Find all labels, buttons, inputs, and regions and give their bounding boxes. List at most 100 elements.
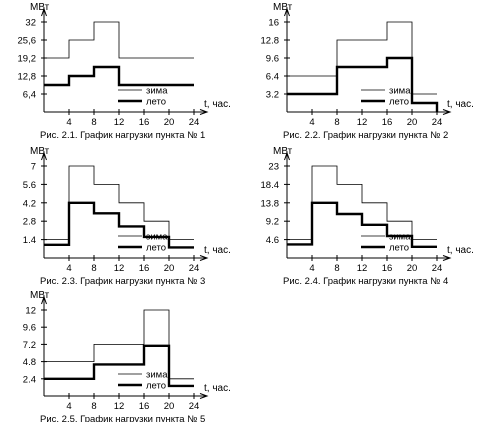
x-tick-label: 4	[309, 117, 314, 128]
y-axis-arrow	[284, 151, 290, 161]
legend-label-winter: зима	[146, 232, 168, 243]
x-axis-label: t, час.	[447, 99, 474, 110]
y-tick-label: 7	[31, 162, 36, 173]
x-tick-label: 16	[382, 263, 393, 274]
x-tick-label: 12	[114, 401, 125, 412]
x-tick-label: 24	[189, 117, 200, 128]
x-tick-label: 8	[91, 401, 96, 412]
legend-label-winter: зима	[389, 86, 411, 97]
y-axis-arrow	[41, 7, 47, 17]
x-tick-label: 20	[164, 263, 175, 274]
y-tick-label: 4.2	[23, 198, 36, 209]
legend-label-winter: зима	[146, 370, 168, 381]
x-axis-arrow	[199, 393, 209, 399]
x-tick-label: 4	[66, 263, 71, 274]
y-tick-label: 5.6	[23, 180, 36, 191]
x-tick-label: 12	[357, 263, 368, 274]
y-tick-label: 2.8	[23, 217, 36, 228]
x-axis-label: t, час.	[204, 99, 231, 110]
y-axis-label: МВт	[30, 2, 50, 13]
figure-caption: Рис. 2.2. График нагрузки пункта № 2	[283, 130, 448, 141]
series-line-summer	[287, 56, 439, 112]
series-line-winter	[44, 21, 194, 59]
series-line-winter	[44, 165, 194, 240]
x-axis-arrow	[442, 255, 452, 261]
y-axis-arrow	[41, 295, 47, 305]
y-tick-label: 1.4	[23, 235, 36, 246]
y-tick-label: 4.8	[23, 357, 36, 368]
x-axis-label: t, час.	[204, 245, 231, 256]
y-axis-label: МВт	[30, 146, 50, 157]
x-tick-label: 20	[407, 263, 418, 274]
x-tick-label: 12	[357, 117, 368, 128]
series-line-summer	[44, 344, 194, 388]
figure-caption: Рис. 2.4. График нагрузки пункта № 4	[283, 276, 448, 287]
series-line-summer	[44, 201, 194, 249]
y-tick-label: 19,2	[18, 54, 37, 65]
y-tick-label: 12.8	[261, 36, 280, 47]
y-axis-label: МВт	[273, 2, 293, 13]
x-tick-label: 12	[114, 263, 125, 274]
x-tick-label: 24	[189, 401, 200, 412]
x-tick-label: 4	[66, 117, 71, 128]
series-line-winter	[287, 21, 437, 95]
x-tick-label: 12	[114, 117, 125, 128]
legend-label-winter: зима	[389, 232, 411, 243]
figure-caption: Рис. 2.5. График нагрузки пункта № 5	[40, 414, 205, 422]
figure-caption: Рис. 2.1. График нагрузки пункта № 1	[40, 130, 205, 141]
y-tick-label: 13.8	[261, 198, 280, 209]
y-tick-label: 9.6	[266, 54, 279, 65]
x-tick-label: 20	[407, 117, 418, 128]
x-axis-arrow	[199, 109, 209, 115]
y-tick-label: 9.6	[23, 323, 36, 334]
x-axis-arrow	[442, 109, 452, 115]
y-tick-label: 6,4	[23, 90, 36, 101]
y-tick-label: 23	[268, 162, 279, 173]
y-tick-label: 25,6	[18, 36, 37, 47]
y-tick-label: 2.4	[23, 374, 36, 385]
series-line-summer	[44, 65, 194, 87]
figure-caption: Рис. 2.3. График нагрузки пункта № 3	[40, 276, 205, 287]
x-tick-label: 24	[189, 263, 200, 274]
x-tick-label: 8	[334, 263, 339, 274]
y-tick-label: 12,8	[18, 72, 37, 83]
y-tick-label: 3.2	[266, 90, 279, 101]
y-tick-label: 12	[25, 306, 36, 317]
x-tick-label: 24	[432, 117, 443, 128]
x-axis-label: t, час.	[204, 383, 231, 394]
x-tick-label: 20	[164, 117, 175, 128]
series-line-winter	[287, 165, 437, 240]
x-tick-label: 8	[91, 263, 96, 274]
legend-label-summer: лето	[146, 381, 166, 392]
y-tick-label: 16	[268, 18, 279, 29]
y-tick-label: 32	[25, 18, 36, 29]
legend-label-summer: лето	[146, 97, 166, 108]
y-axis-label: МВт	[30, 290, 50, 301]
series-line-summer	[287, 201, 437, 248]
x-tick-label: 8	[334, 117, 339, 128]
x-tick-label: 4	[66, 401, 71, 412]
x-tick-label: 24	[432, 263, 443, 274]
x-axis-arrow	[199, 255, 209, 261]
y-tick-label: 9.2	[266, 217, 279, 228]
x-tick-label: 16	[382, 117, 393, 128]
x-tick-label: 20	[164, 401, 175, 412]
x-tick-label: 16	[139, 117, 150, 128]
x-tick-label: 16	[139, 263, 150, 274]
y-tick-label: 4.6	[266, 235, 279, 246]
legend-label-summer: лето	[146, 243, 166, 254]
legend-label-winter: зима	[146, 86, 168, 97]
x-tick-label: 16	[139, 401, 150, 412]
y-tick-label: 7.2	[23, 340, 36, 351]
y-axis-label: МВт	[273, 146, 293, 157]
series-line-winter	[44, 309, 194, 380]
y-axis-arrow	[41, 151, 47, 161]
x-tick-label: 4	[309, 263, 314, 274]
y-tick-label: 6.4	[266, 72, 279, 83]
